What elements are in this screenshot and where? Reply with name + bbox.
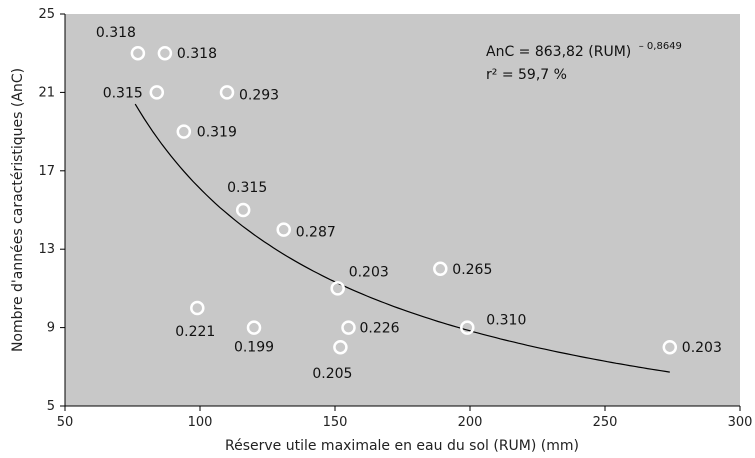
plot-area — [65, 14, 740, 406]
data-point-label: 0.203 — [349, 264, 389, 280]
y-tick-label: 21 — [38, 85, 55, 100]
x-axis-title: Réserve utile maximale en eau du sol (RU… — [225, 438, 579, 454]
y-tick-label: 17 — [38, 164, 55, 179]
data-point — [130, 45, 146, 61]
data-point-label: 0.315 — [103, 85, 143, 101]
x-axis: 50 100 150 200 250 300 — [57, 405, 753, 430]
data-point — [176, 124, 192, 139]
data-point — [157, 45, 173, 61]
data-points — [130, 45, 678, 355]
data-point-label: 0.318 — [177, 46, 217, 62]
data-point-label: 0.318 — [96, 25, 136, 41]
data-point-label: 0.203 — [682, 340, 722, 356]
equation-line-2: r² = 59,7 % — [486, 67, 567, 83]
data-point — [662, 339, 678, 355]
data-point — [246, 320, 262, 335]
equation-main: AnC = 863,82 (RUM) — [486, 44, 631, 60]
x-tick-label: 100 — [188, 415, 213, 430]
y-tick-label: 25 — [38, 7, 55, 22]
x-tick-label: 150 — [323, 415, 348, 430]
equation-exponent: – 0,8649 — [639, 41, 682, 52]
y-tick-label: 13 — [38, 242, 55, 257]
data-labels: 0.318 0.318 0.315 0.293 0.319 0.315 0.287 0.203… — [96, 25, 722, 382]
fit-curve — [134, 103, 670, 373]
data-point — [330, 281, 345, 296]
data-point — [333, 339, 348, 355]
equation-annotation: AnC = 863,82 (RUM) – 0,8649 r² = 59,7 % — [486, 41, 682, 83]
data-point-label: 0.226 — [360, 321, 400, 337]
data-point-label: 0.221 — [175, 324, 215, 340]
data-point-label: 0.199 — [234, 340, 274, 356]
x-tick-label: 300 — [728, 415, 753, 430]
data-point-label: 0.310 — [486, 313, 526, 329]
data-point — [235, 202, 251, 218]
equation-line-1: AnC = 863,82 (RUM) – 0,8649 — [486, 41, 682, 60]
data-point-label: 0.265 — [452, 262, 492, 278]
data-point — [190, 300, 205, 316]
data-point — [433, 261, 448, 277]
data-point-label: 0.287 — [296, 225, 336, 241]
x-tick-label: 50 — [57, 415, 74, 430]
y-axis-title: Nombre d'années caractéristiques (AnC) — [10, 68, 26, 352]
data-point-label: 0.315 — [227, 180, 267, 196]
data-point-label: 0.293 — [239, 87, 279, 103]
data-point-label: 0.319 — [197, 125, 237, 141]
data-point — [460, 320, 475, 335]
x-tick-label: 200 — [458, 415, 483, 430]
data-point-label: 0.205 — [312, 366, 352, 382]
x-tick-label: 250 — [593, 415, 618, 430]
data-point — [219, 85, 235, 100]
data-point — [276, 222, 291, 237]
data-point — [149, 85, 165, 100]
y-tick-label: 5 — [47, 399, 55, 414]
data-point — [341, 320, 356, 335]
y-axis: 5 9 13 17 21 25 — [38, 7, 66, 414]
y-tick-label: 9 — [47, 321, 55, 336]
